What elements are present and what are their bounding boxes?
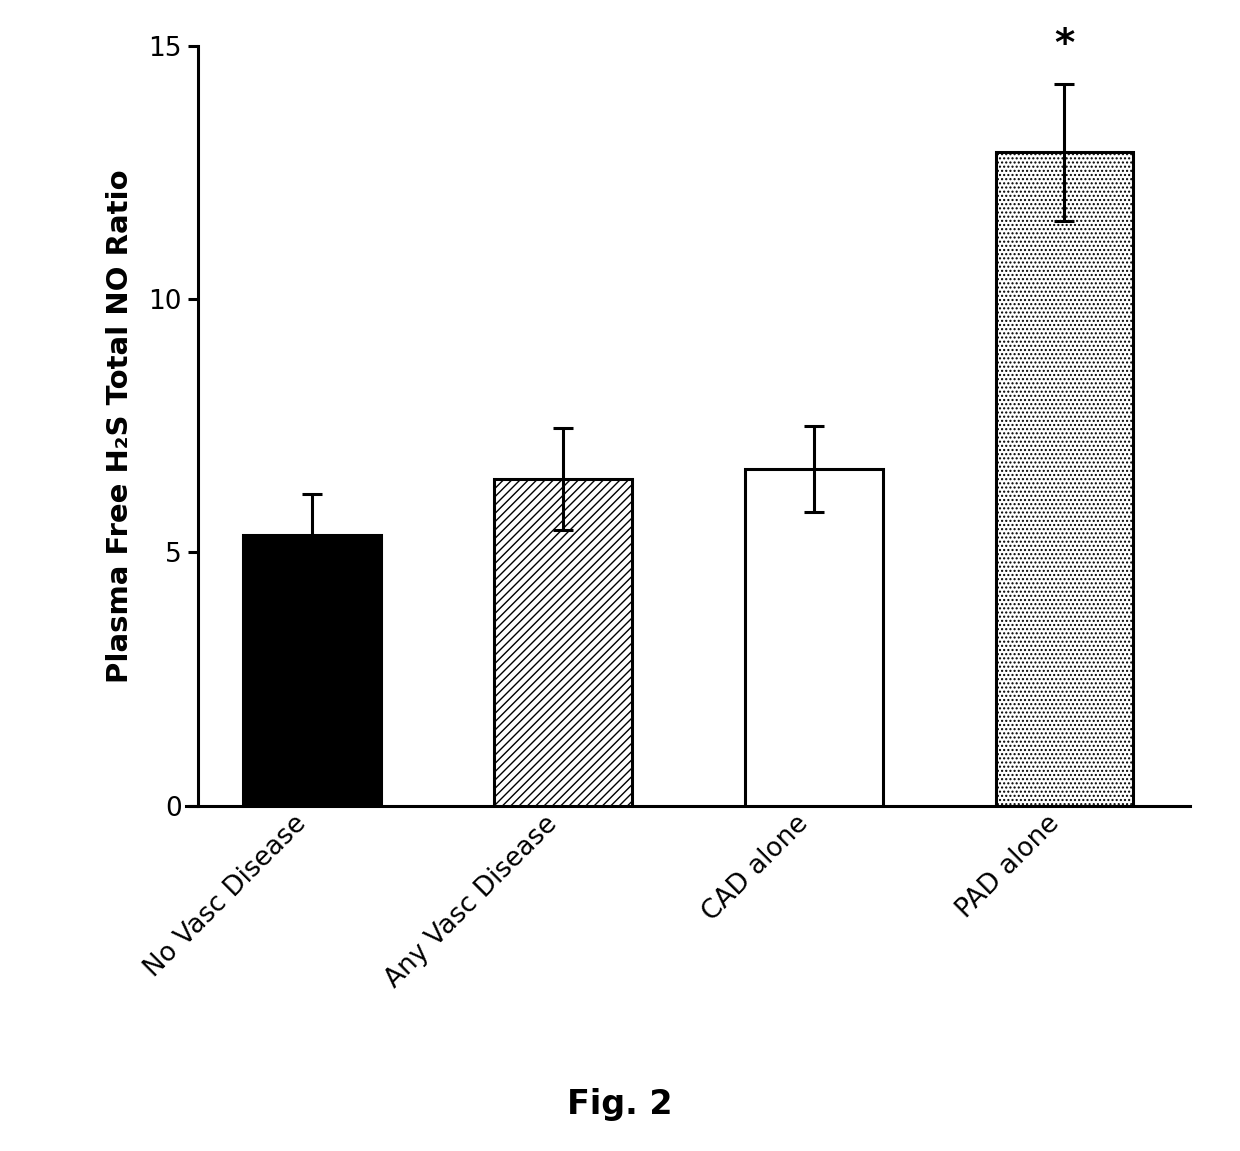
Text: Fig. 2: Fig. 2 xyxy=(567,1089,673,1121)
Bar xyxy=(996,152,1133,806)
Bar xyxy=(745,468,883,806)
Bar xyxy=(243,535,381,806)
Bar xyxy=(494,479,631,806)
Text: *: * xyxy=(1054,25,1075,63)
Y-axis label: Plasma Free H₂S Total NO Ratio: Plasma Free H₂S Total NO Ratio xyxy=(107,169,134,683)
